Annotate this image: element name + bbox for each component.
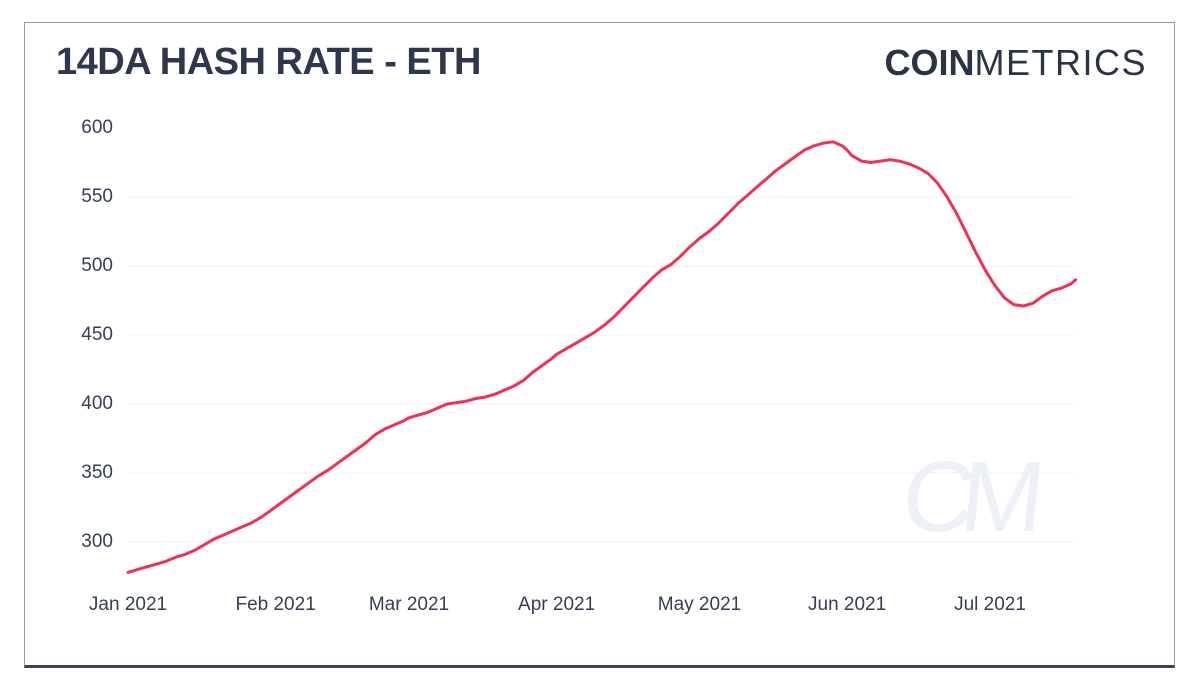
y-tick-label: 400 xyxy=(81,393,113,414)
x-tick-label: Jan 2021 xyxy=(88,594,168,615)
y-tick-label: 300 xyxy=(81,531,113,552)
gridlines xyxy=(128,196,1074,543)
logo-metrics-text: METRICS xyxy=(974,42,1147,83)
logo-coin-text: COIN xyxy=(884,42,975,83)
y-tick-label: 450 xyxy=(81,324,113,345)
y-tick-label: 550 xyxy=(81,186,113,207)
y-tick-label: 600 xyxy=(81,117,113,138)
y-tick-label: 500 xyxy=(81,255,113,276)
x-tick-label: May 2021 xyxy=(657,594,742,615)
x-tick-label: Apr 2021 xyxy=(518,594,596,615)
x-tick-label: Jul 2021 xyxy=(954,594,1026,615)
x-tick-label: Feb 2021 xyxy=(235,594,316,615)
hash-rate-line xyxy=(126,140,1078,574)
y-tick-label: 350 xyxy=(81,462,113,483)
x-tick-label: Mar 2021 xyxy=(368,594,450,615)
chart-card: 14DA HASH RATE - ETH COINMETRICS CM 600 5… xyxy=(24,22,1175,668)
coinmetrics-logo: COINMETRICS xyxy=(885,45,1148,81)
hash-rate-chart xyxy=(126,140,1078,574)
page-title: 14DA HASH RATE - ETH xyxy=(56,41,481,83)
x-tick-label: Jun 2021 xyxy=(808,594,887,615)
card-body: 14DA HASH RATE - ETH COINMETRICS CM 600 5… xyxy=(25,23,1174,664)
